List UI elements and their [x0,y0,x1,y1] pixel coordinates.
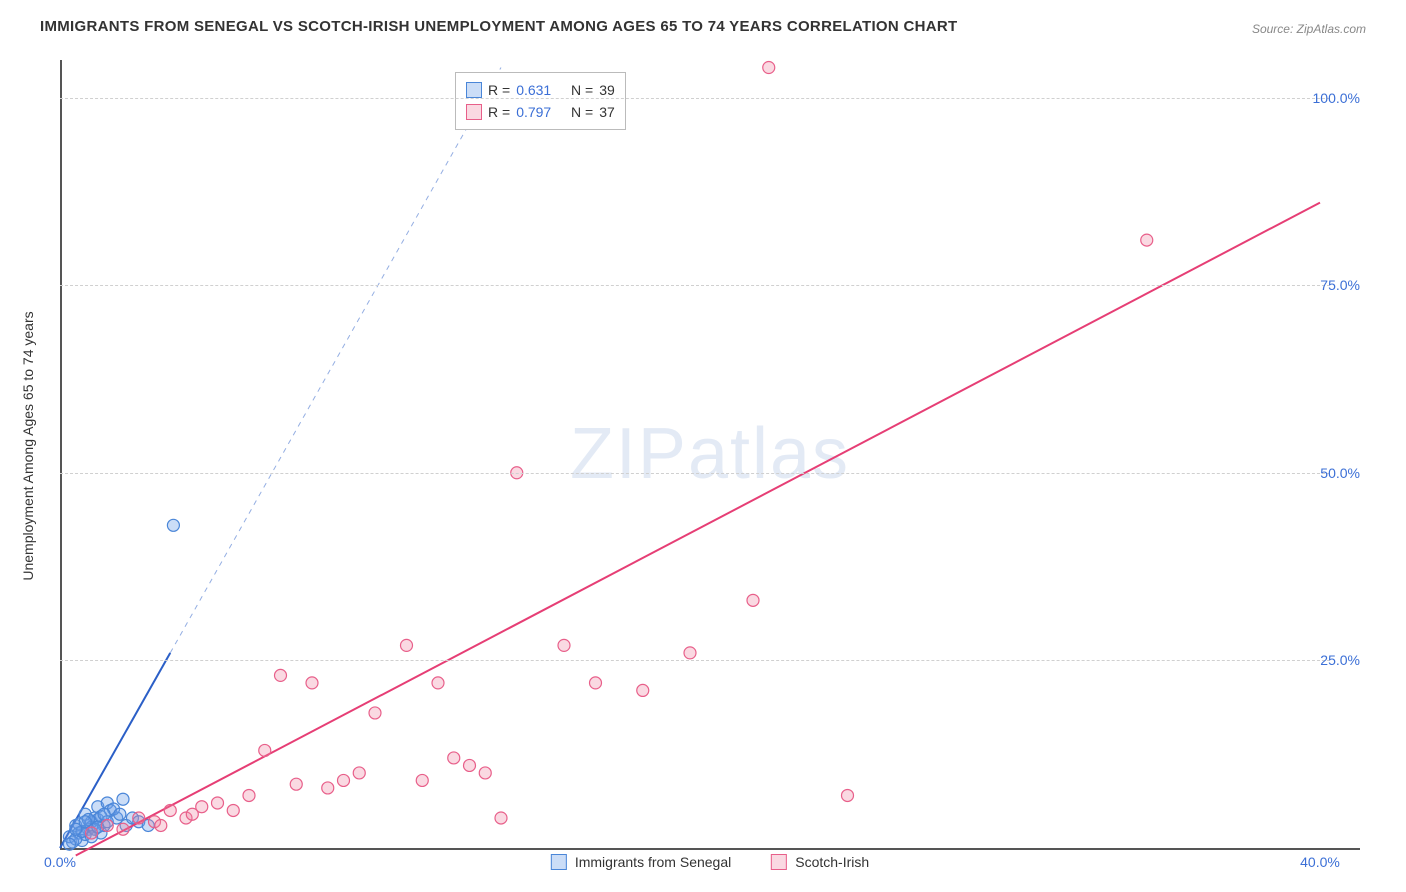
trend-line [76,203,1320,856]
data-point [479,767,491,779]
y-tick-label: 25.0% [1320,652,1360,668]
data-point [432,677,444,689]
y-tick-label: 75.0% [1320,277,1360,293]
y-tick-label: 50.0% [1320,465,1360,481]
data-point [1141,234,1153,246]
x-tick-label: 0.0% [44,854,76,870]
data-point [290,778,302,790]
data-point [243,789,255,801]
data-point [747,594,759,606]
r-label-1: R = [488,101,510,123]
data-point [114,808,126,820]
data-point [306,677,318,689]
data-point [164,804,176,816]
data-point [86,827,98,839]
r-value-1: 0.797 [516,101,551,123]
data-point [259,744,271,756]
y-axis-title: Unemployment Among Ages 65 to 74 years [20,311,36,580]
data-point [275,669,287,681]
data-point [590,677,602,689]
data-point [186,808,198,820]
data-point [63,838,75,850]
data-point [133,812,145,824]
plot-area: ZIPatlas R = 0.631 N = 39 R = 0.797 N = … [60,60,1360,850]
legend-bottom-label-0: Immigrants from Senegal [575,854,731,870]
grid-line [60,285,1330,286]
legend-bottom-item-0: Immigrants from Senegal [551,854,731,870]
trend-line-dash [170,68,501,653]
data-point [448,752,460,764]
legend-bottom: Immigrants from Senegal Scotch-Irish [551,854,869,870]
data-point [227,804,239,816]
data-point [369,707,381,719]
data-point [155,819,167,831]
n-label-1: N = [571,101,593,123]
data-point [401,639,413,651]
legend-swatch-1 [466,104,482,120]
data-point [353,767,365,779]
chart-title: IMMIGRANTS FROM SENEGAL VS SCOTCH-IRISH … [40,18,957,35]
legend-bottom-swatch-0 [551,854,567,870]
data-point [212,797,224,809]
data-point [167,519,179,531]
grid-line [60,660,1330,661]
data-point [558,639,570,651]
data-point [117,823,129,835]
data-point [684,647,696,659]
data-point [416,774,428,786]
data-point [464,759,476,771]
data-point [117,793,129,805]
chart-svg [60,60,1360,848]
data-point [338,774,350,786]
data-point [495,812,507,824]
data-point [842,789,854,801]
legend-bottom-label-1: Scotch-Irish [795,854,869,870]
n-value-1: 37 [599,101,615,123]
legend-stats-box: R = 0.631 N = 39 R = 0.797 N = 37 [455,72,626,130]
data-point [322,782,334,794]
legend-stats-row-1: R = 0.797 N = 37 [466,101,615,123]
legend-swatch-0 [466,82,482,98]
data-point [98,808,110,820]
data-point [763,62,775,74]
grid-line [60,473,1330,474]
x-tick-label: 40.0% [1300,854,1340,870]
data-point [101,819,113,831]
legend-bottom-item-1: Scotch-Irish [771,854,869,870]
source-label: Source: ZipAtlas.com [1252,22,1366,36]
y-tick-label: 100.0% [1313,90,1360,106]
legend-bottom-swatch-1 [771,854,787,870]
data-point [637,684,649,696]
data-point [79,816,91,828]
grid-line [60,98,1330,99]
